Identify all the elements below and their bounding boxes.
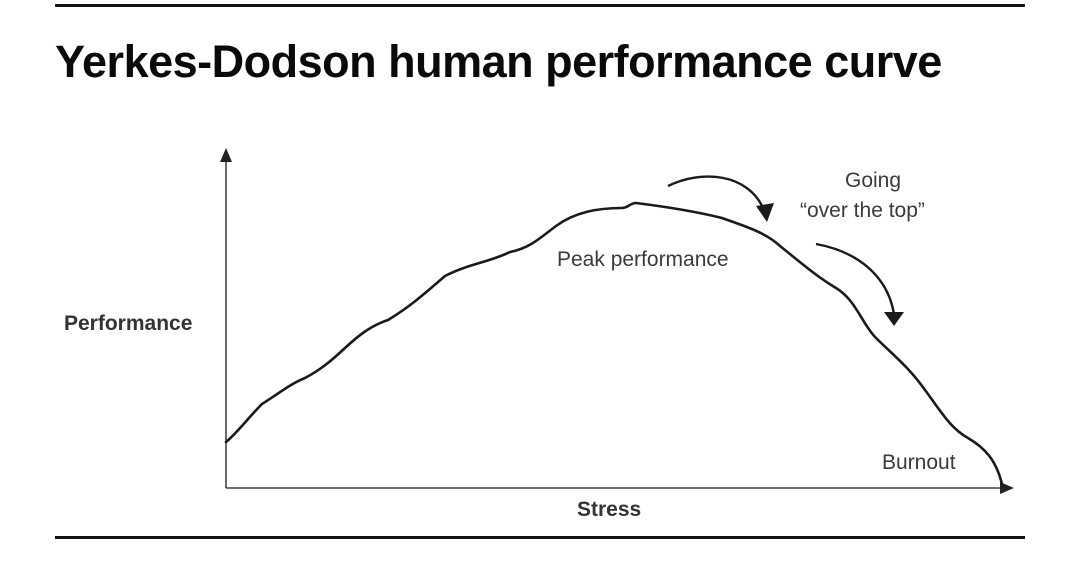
peak-performance-label: Peak performance (557, 248, 729, 271)
over-the-top-arrowhead-icon (756, 203, 774, 222)
burnout-label: Burnout (882, 451, 956, 474)
x-axis-arrow-icon (1000, 482, 1014, 494)
over-the-top-label: “over the top” (800, 199, 925, 222)
page-title: Yerkes-Dodson human performance curve (55, 36, 942, 87)
over-the-top-arrow-icon (667, 175, 766, 211)
y-axis-label: Performance (64, 312, 192, 335)
bottom-divider (55, 536, 1025, 539)
decline-arrow-icon (815, 242, 896, 315)
top-divider (55, 4, 1025, 7)
going-label: Going (845, 169, 901, 192)
y-axis-arrow-icon (220, 148, 232, 162)
decline-arrowhead-icon (884, 312, 904, 326)
x-axis-label: Stress (577, 498, 641, 521)
performance-curve (224, 201, 1004, 486)
